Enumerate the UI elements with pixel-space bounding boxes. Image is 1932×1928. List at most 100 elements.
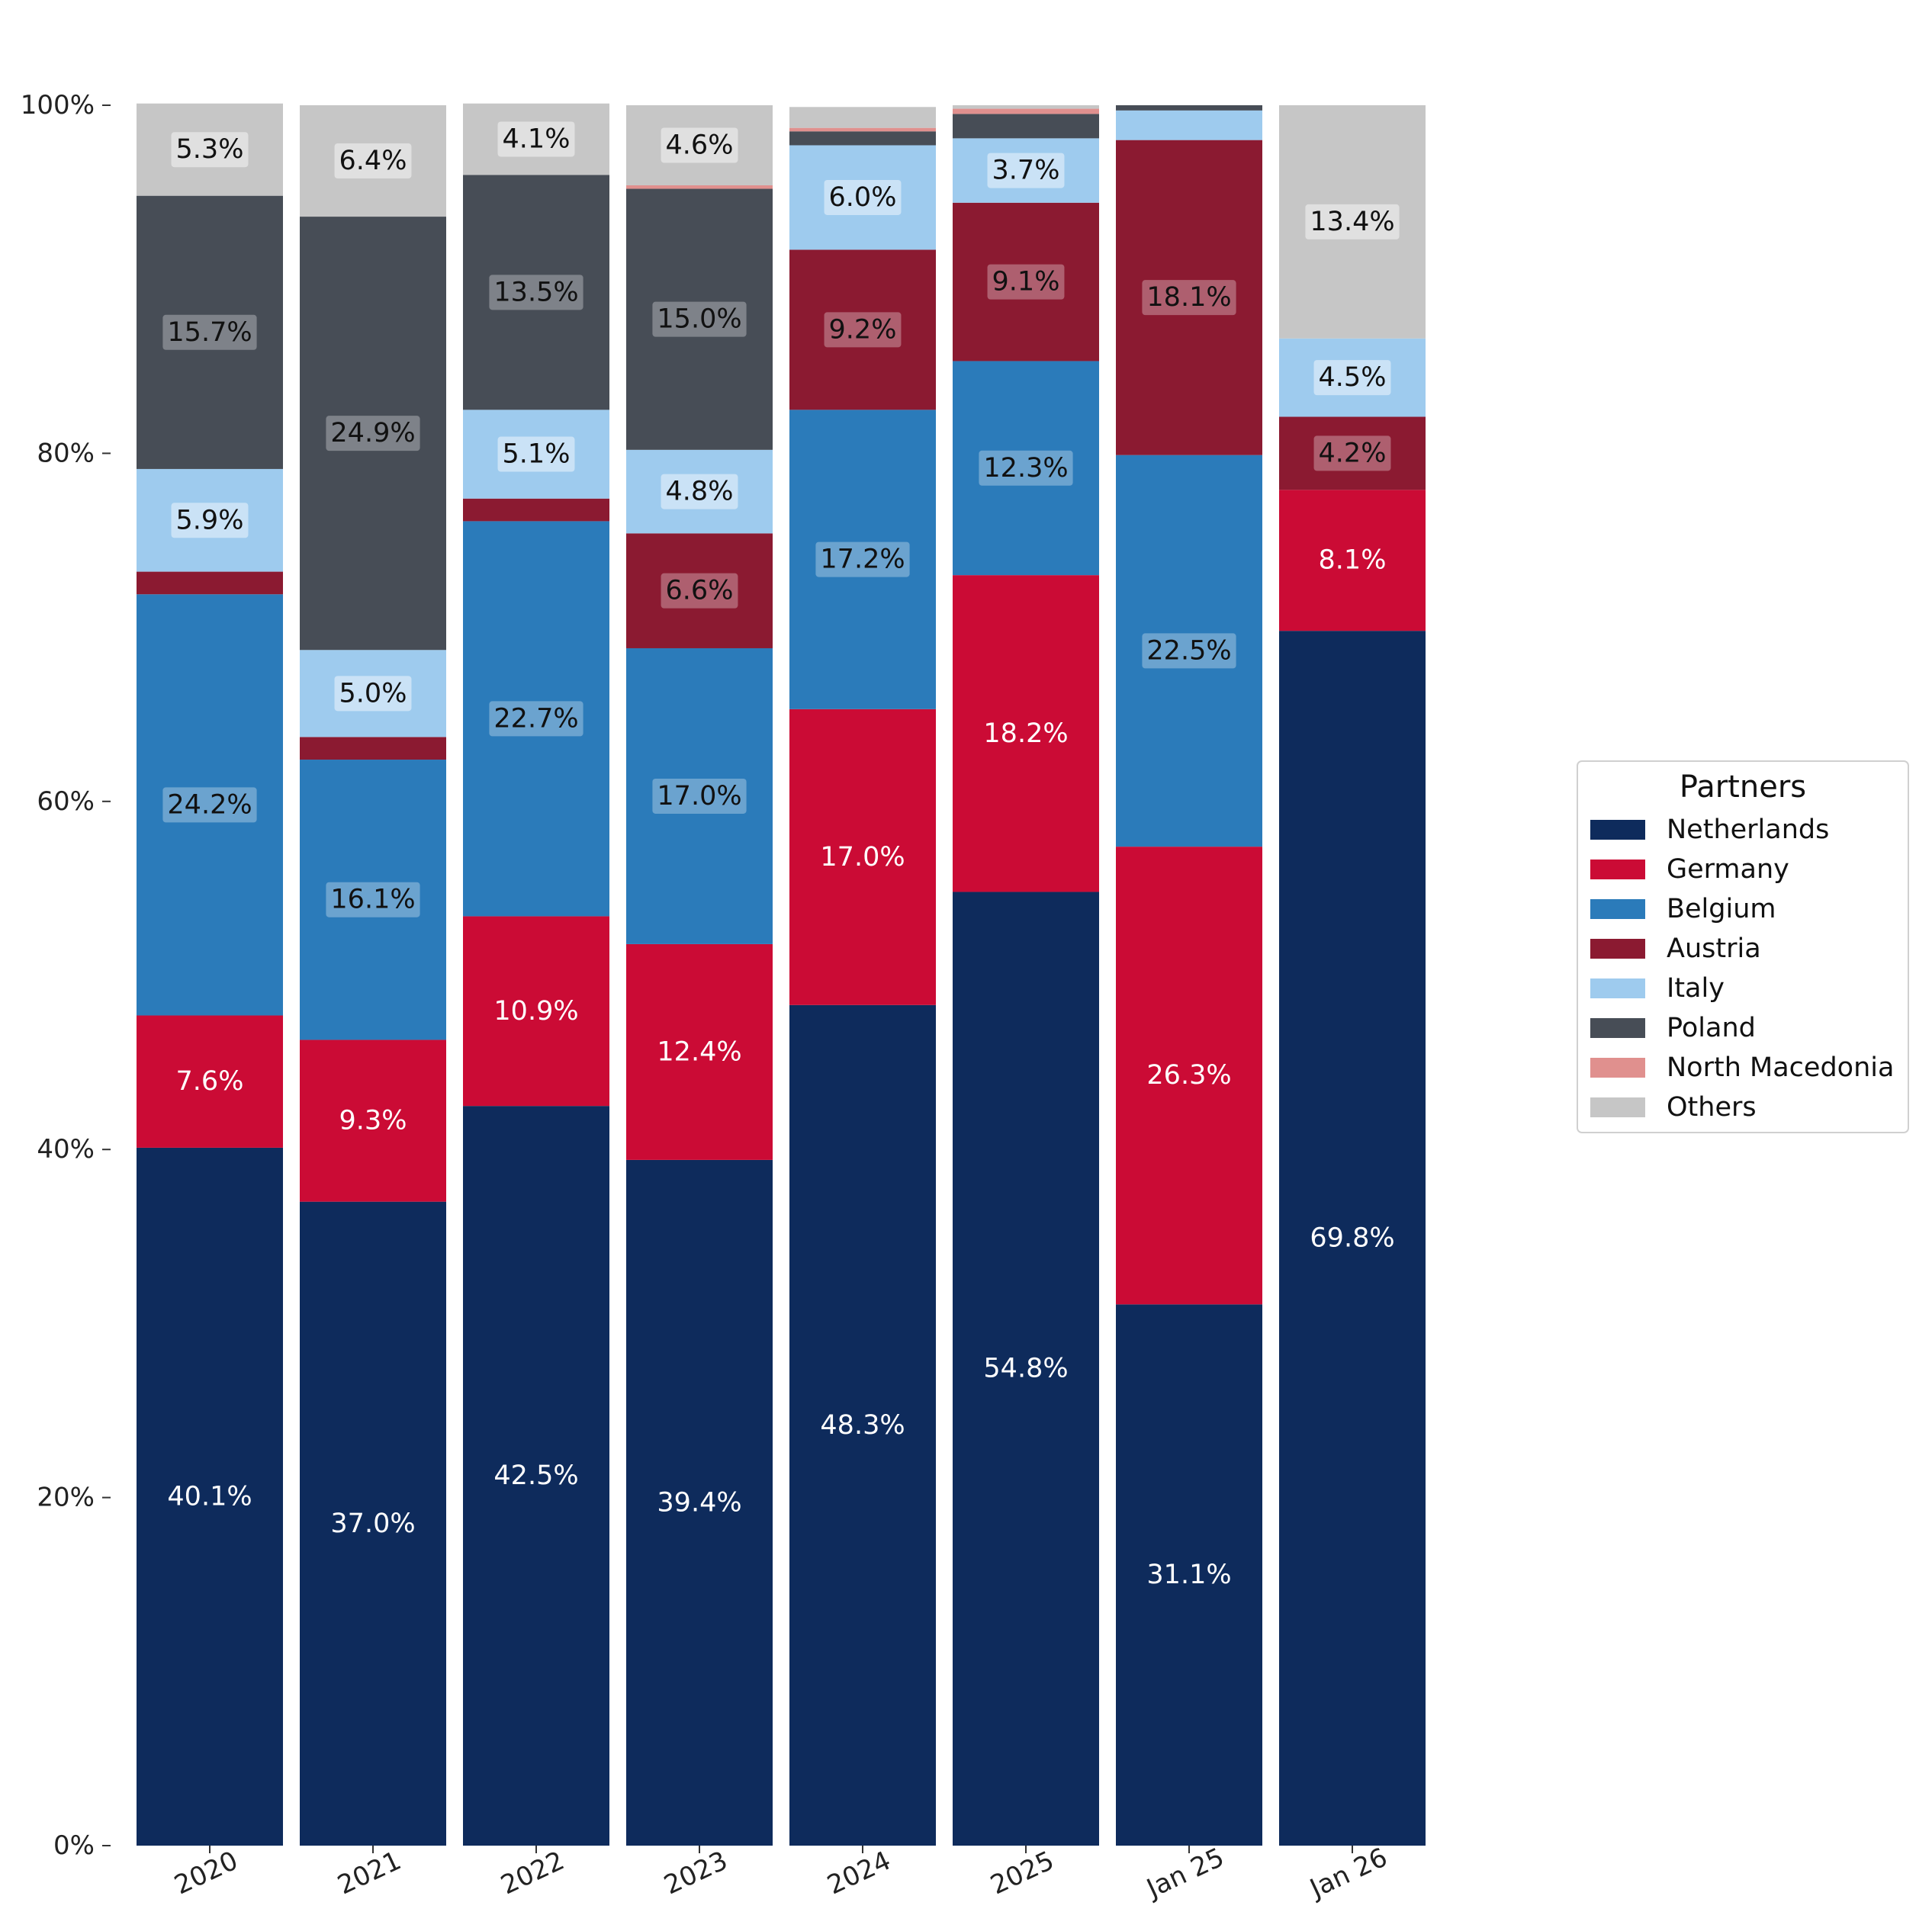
data-label-group: 9.3% xyxy=(339,1106,407,1136)
bar-segment xyxy=(1279,490,1426,631)
bar-segment xyxy=(1116,1304,1262,1846)
data-label-group: 37.0% xyxy=(330,1509,415,1539)
data-label: 69.8% xyxy=(1310,1223,1394,1254)
bar-segment xyxy=(137,103,283,196)
data-label: 48.3% xyxy=(820,1410,905,1441)
x-tick-label: 2020 xyxy=(170,1846,243,1901)
data-label: 13.5% xyxy=(493,277,578,307)
bar-segment xyxy=(789,127,936,132)
data-label-group: 3.7% xyxy=(987,153,1065,188)
data-label-group: 10.9% xyxy=(493,996,578,1027)
legend-title: Partners xyxy=(1680,770,1806,805)
data-label-background xyxy=(661,573,738,609)
bar-segment xyxy=(953,361,1099,576)
legend-swatch xyxy=(1590,1018,1645,1038)
legend-swatch xyxy=(1590,978,1645,998)
bar-segment xyxy=(1116,455,1262,847)
data-label: 15.0% xyxy=(657,304,741,335)
data-label-group: 5.1% xyxy=(497,436,575,472)
data-label-background xyxy=(1313,435,1391,471)
data-label-group: 9.2% xyxy=(824,312,902,348)
bar-segment xyxy=(953,892,1099,1846)
data-label-group: 48.3% xyxy=(820,1410,905,1441)
data-label-background xyxy=(162,787,257,823)
bar-segment xyxy=(1116,110,1262,140)
data-label-background xyxy=(979,450,1073,486)
bar-segment xyxy=(953,114,1099,139)
data-label-background xyxy=(661,127,738,163)
legend-label: Austria xyxy=(1667,933,1761,964)
bar-segment xyxy=(626,185,773,189)
data-label-group: 9.1% xyxy=(987,264,1065,300)
bars-group xyxy=(137,103,1426,1846)
data-label-group: 18.1% xyxy=(1142,280,1236,316)
bar-segment xyxy=(789,410,936,709)
bar-segment xyxy=(137,571,283,595)
data-label: 54.8% xyxy=(983,1354,1068,1384)
bar-segment xyxy=(463,410,609,499)
x-tick-label: 2025 xyxy=(986,1846,1059,1901)
data-label: 8.1% xyxy=(1319,545,1387,576)
bar-segment xyxy=(137,468,283,572)
data-label-group: 4.2% xyxy=(1313,435,1391,471)
legend-label: Netherlands xyxy=(1667,815,1829,845)
bar-segment xyxy=(1279,105,1426,339)
data-label-group: 13.5% xyxy=(489,275,583,310)
data-label-background xyxy=(334,676,412,712)
bar-segment xyxy=(300,1040,446,1202)
bar-segment xyxy=(300,760,446,1040)
data-label-group: 31.1% xyxy=(1146,1560,1231,1590)
legend-swatch xyxy=(1590,860,1645,879)
data-label: 5.0% xyxy=(339,678,407,709)
bar-segment xyxy=(626,943,773,1160)
y-tick-label: 40% xyxy=(37,1134,95,1165)
legend-swatch xyxy=(1590,820,1645,840)
data-label-group: 12.4% xyxy=(657,1036,741,1067)
bar-segment xyxy=(137,195,283,469)
data-label-group: 5.3% xyxy=(171,132,249,168)
data-label-group: 6.6% xyxy=(661,573,738,609)
bar-segment xyxy=(626,188,773,450)
data-label-group: 26.3% xyxy=(1146,1060,1231,1091)
bar-segment xyxy=(463,1106,609,1846)
data-label: 39.4% xyxy=(657,1487,741,1518)
data-label: 5.1% xyxy=(503,439,571,470)
y-tick-label: 80% xyxy=(37,438,95,468)
data-label: 16.1% xyxy=(330,885,415,915)
data-label: 9.1% xyxy=(992,267,1060,297)
bar-segment xyxy=(1279,631,1426,1846)
data-label-background xyxy=(489,275,583,310)
data-label-background xyxy=(824,312,902,348)
bar-segment xyxy=(463,103,609,175)
data-label: 6.0% xyxy=(829,182,897,213)
data-label-background xyxy=(652,778,747,814)
data-label-group: 17.0% xyxy=(652,778,747,814)
bar-segment xyxy=(300,1201,446,1846)
data-label: 17.0% xyxy=(657,781,741,811)
data-label: 6.6% xyxy=(666,576,734,606)
data-label-background xyxy=(489,701,583,737)
data-label: 24.9% xyxy=(330,418,415,448)
data-label: 9.3% xyxy=(339,1106,407,1136)
legend: Partners Netherlands Germany Belgium Austri… xyxy=(1577,760,1909,1133)
bar-segment xyxy=(789,107,936,128)
x-tick-label: 2022 xyxy=(497,1846,569,1901)
bar-segment xyxy=(789,145,936,250)
data-label: 40.1% xyxy=(167,1481,252,1512)
data-label: 4.1% xyxy=(503,124,571,154)
legend-label: Italy xyxy=(1667,973,1725,1004)
bar-segment xyxy=(137,1147,283,1846)
data-label-group: 7.6% xyxy=(176,1066,244,1097)
bar-segment xyxy=(300,737,446,760)
data-label-background xyxy=(326,882,420,917)
data-label-group: 17.2% xyxy=(815,541,910,577)
data-label: 22.5% xyxy=(1146,635,1231,666)
bar-segment xyxy=(953,202,1099,362)
data-label: 18.1% xyxy=(1146,282,1231,313)
data-label: 4.2% xyxy=(1319,438,1387,468)
data-label: 12.4% xyxy=(657,1036,741,1067)
bar-segment xyxy=(300,650,446,737)
data-label-group: 12.3% xyxy=(979,450,1073,486)
data-label-group: 5.9% xyxy=(171,503,249,538)
